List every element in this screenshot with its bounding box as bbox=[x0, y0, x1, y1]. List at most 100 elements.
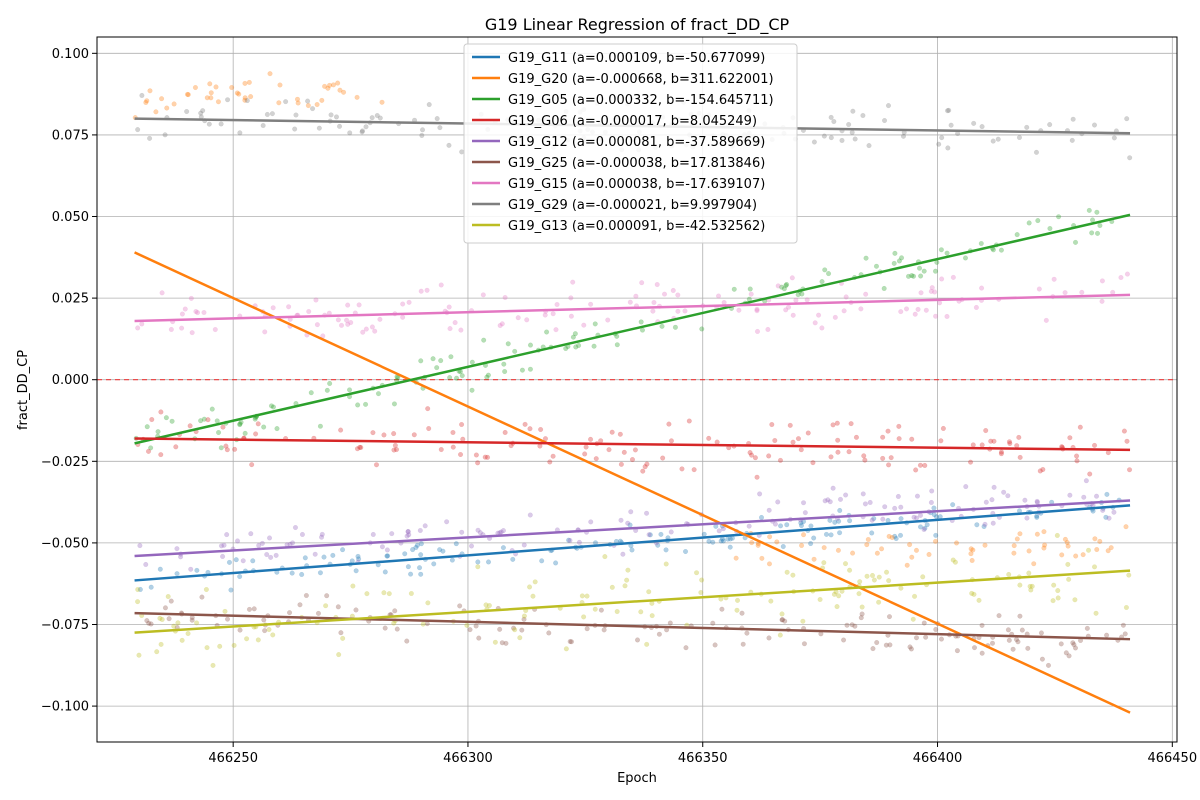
scatter-point bbox=[512, 627, 518, 633]
scatter-point bbox=[621, 449, 627, 455]
scatter-point bbox=[354, 94, 360, 100]
scatter-point bbox=[982, 521, 988, 527]
scatter-point bbox=[144, 98, 150, 104]
scatter-point bbox=[614, 609, 620, 615]
scatter-point bbox=[971, 591, 977, 597]
scatter-point bbox=[629, 547, 635, 553]
scatter-point bbox=[527, 512, 533, 518]
scatter-point bbox=[1056, 214, 1062, 220]
scatter-point bbox=[260, 123, 266, 129]
scatter-point bbox=[400, 301, 406, 307]
scatter-point bbox=[908, 646, 914, 652]
scatter-point bbox=[869, 530, 875, 536]
scatter-point bbox=[420, 127, 426, 133]
scatter-point bbox=[418, 552, 424, 558]
scatter-point bbox=[775, 283, 781, 289]
scatter-point bbox=[974, 522, 980, 528]
scatter-point bbox=[154, 649, 160, 655]
scatter-point bbox=[292, 525, 298, 531]
scatter-point bbox=[542, 436, 548, 442]
scatter-point bbox=[789, 275, 795, 281]
scatter-point bbox=[1124, 116, 1130, 122]
scatter-point bbox=[811, 139, 817, 145]
scatter-point bbox=[978, 240, 984, 246]
scatter-point bbox=[844, 622, 850, 628]
scatter-point bbox=[1104, 632, 1110, 638]
scatter-point bbox=[784, 281, 790, 287]
scatter-point bbox=[237, 421, 243, 427]
scatter-point bbox=[801, 500, 807, 506]
scatter-point bbox=[646, 589, 652, 595]
scatter-point bbox=[846, 449, 852, 455]
y-axis-label: fract_DD_CP bbox=[16, 350, 31, 430]
scatter-point bbox=[391, 620, 397, 626]
scatter-point bbox=[798, 447, 804, 453]
scatter-point bbox=[827, 517, 833, 523]
scatter-point bbox=[404, 533, 410, 539]
scatter-point bbox=[147, 88, 153, 94]
scatter-point bbox=[784, 522, 790, 528]
scatter-point bbox=[189, 617, 195, 623]
scatter-point bbox=[553, 327, 559, 333]
scatter-point bbox=[896, 258, 902, 264]
scatter-point bbox=[1016, 434, 1022, 440]
scatter-point bbox=[744, 630, 750, 636]
scatter-point bbox=[377, 316, 383, 322]
scatter-point bbox=[646, 532, 652, 538]
scatter-point bbox=[699, 326, 705, 332]
scatter-point bbox=[1014, 536, 1020, 542]
scatter-point bbox=[356, 302, 362, 308]
scatter-point bbox=[866, 143, 872, 149]
scatter-point bbox=[837, 496, 843, 502]
scatter-point bbox=[299, 571, 305, 577]
scatter-point bbox=[746, 523, 752, 529]
scatter-point bbox=[790, 312, 796, 318]
scatter-point bbox=[918, 290, 924, 296]
scatter-point bbox=[345, 321, 351, 327]
scatter-point bbox=[734, 607, 740, 613]
scatter-point bbox=[220, 553, 226, 559]
scatter-point bbox=[406, 299, 412, 305]
scatter-point bbox=[198, 418, 204, 424]
scatter-point bbox=[225, 616, 231, 622]
scatter-point bbox=[650, 308, 656, 314]
scatter-point bbox=[1072, 597, 1078, 603]
scatter-point bbox=[618, 517, 624, 523]
scatter-point bbox=[207, 81, 213, 87]
scatter-point bbox=[444, 519, 450, 525]
scatter-point bbox=[582, 451, 588, 457]
scatter-point bbox=[841, 308, 847, 314]
scatter-point bbox=[148, 621, 154, 627]
scatter-point bbox=[253, 431, 259, 437]
scatter-point bbox=[447, 375, 453, 381]
scatter-point bbox=[226, 559, 232, 565]
scatter-point bbox=[1047, 122, 1053, 128]
scatter-point bbox=[950, 502, 956, 508]
scatter-point bbox=[246, 606, 252, 612]
scatter-point bbox=[233, 557, 239, 563]
scatter-point bbox=[1062, 536, 1068, 542]
scatter-point bbox=[424, 287, 430, 293]
scatter-point bbox=[843, 294, 849, 300]
scatter-point bbox=[581, 322, 587, 328]
scatter-point bbox=[933, 532, 939, 538]
scatter-point bbox=[539, 558, 545, 564]
scatter-point bbox=[1087, 471, 1093, 477]
scatter-point bbox=[347, 130, 353, 136]
scatter-point bbox=[869, 572, 875, 578]
scatter-point bbox=[784, 569, 790, 575]
scatter-point bbox=[242, 80, 248, 86]
scatter-point bbox=[593, 456, 599, 462]
scatter-point bbox=[831, 119, 837, 125]
scatter-point bbox=[719, 606, 725, 612]
scatter-point bbox=[440, 548, 446, 554]
scatter-point bbox=[843, 492, 849, 498]
scatter-point bbox=[716, 528, 722, 534]
scatter-point bbox=[954, 648, 960, 654]
scatter-point bbox=[261, 424, 267, 430]
scatter-point bbox=[892, 505, 898, 511]
scatter-point bbox=[821, 545, 827, 551]
scatter-point bbox=[276, 100, 282, 106]
scatter-point bbox=[1039, 656, 1045, 662]
scatter-point bbox=[808, 541, 814, 547]
